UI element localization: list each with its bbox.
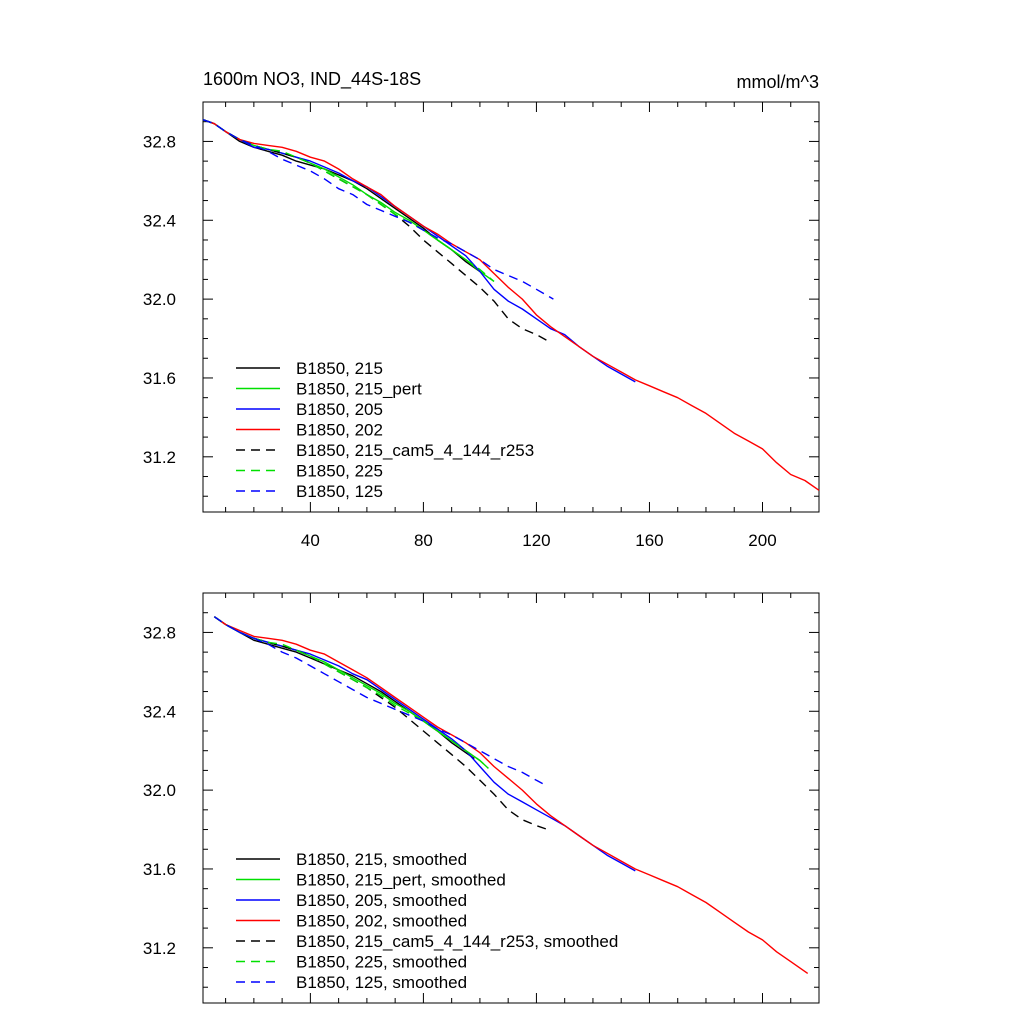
legend-label: B1850, 215_cam5_4_144_r253	[296, 441, 534, 460]
legend-label: B1850, 215, smoothed	[296, 850, 467, 869]
series-line	[213, 616, 549, 787]
legend-label: B1850, 202, smoothed	[296, 912, 467, 931]
legend-label: B1850, 215_cam5_4_144_r253, smoothed	[296, 932, 618, 951]
legend-label: B1850, 205	[296, 400, 383, 419]
series-line	[213, 616, 636, 872]
legend-label: B1850, 225, smoothed	[296, 953, 467, 972]
legend-label: B1850, 215	[296, 359, 383, 378]
legend-label: B1850, 225	[296, 462, 383, 481]
legend-label: B1850, 215_pert	[296, 380, 422, 399]
plot-frame	[202, 101, 820, 513]
y-tick-label: 31.2	[143, 448, 176, 467]
y-tick-label: 32.8	[143, 623, 176, 642]
series-line	[202, 119, 554, 300]
legend-label: B1850, 125	[296, 482, 383, 501]
x-tick-label: 200	[748, 531, 776, 550]
chart-units: mmol/m^3	[737, 72, 819, 92]
series-line	[202, 119, 820, 491]
y-tick-label: 32.4	[143, 211, 176, 230]
y-tick-label: 32.4	[143, 702, 176, 721]
legend-label: B1850, 125, smoothed	[296, 973, 467, 992]
y-tick-label: 31.2	[143, 939, 176, 958]
legend: B1850, 215, smoothed B1850, 215_pert, smo…	[236, 850, 618, 992]
series-line	[213, 616, 809, 974]
legend-label: B1850, 202	[296, 421, 383, 440]
bottom-panel: 31.2 31.6 32.0 32.4 32.8 B1850, 215, smoothed…	[143, 592, 820, 1004]
y-tick-label: 31.6	[143, 369, 176, 388]
top-panel: 40 80 120 160 200 31.2 31.6 32.0 32.4 32.8 1600m N…	[143, 69, 820, 550]
plot-frame	[202, 592, 820, 1004]
legend-label: B1850, 205, smoothed	[296, 891, 467, 910]
series-line	[202, 119, 636, 383]
x-tick-label: 40	[301, 531, 320, 550]
series-line	[213, 616, 548, 831]
y-tick-label: 32.8	[143, 132, 176, 151]
y-tick-label: 32.0	[143, 290, 176, 309]
series-line	[202, 119, 551, 344]
x-tick-label: 120	[522, 531, 550, 550]
chart-title: 1600m NO3, IND_44S-18S	[203, 69, 421, 90]
x-tick-label: 160	[635, 531, 663, 550]
y-tick-label: 31.6	[143, 860, 176, 879]
legend-label: B1850, 215_pert, smoothed	[296, 871, 506, 890]
x-tick-label: 80	[414, 531, 433, 550]
y-tick-label: 32.0	[143, 781, 176, 800]
